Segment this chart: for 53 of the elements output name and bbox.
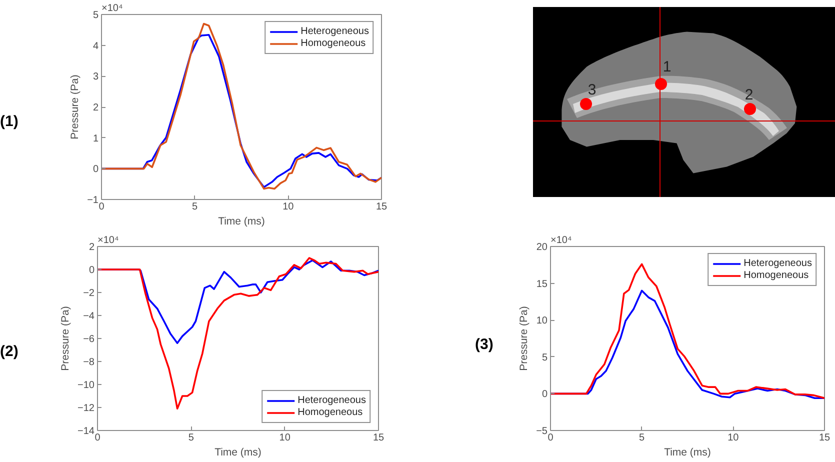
legend-label: Heterogeneous <box>744 258 812 269</box>
x-tick-label: 15 <box>372 432 384 444</box>
y-tick-label: 15 <box>536 278 548 290</box>
y-tick-label: −4 <box>83 311 95 322</box>
line-series <box>98 257 378 410</box>
y-tick-label: −1 <box>87 195 99 206</box>
legend-label: Homogeneous <box>298 407 363 418</box>
text: ×10⁴ <box>102 3 123 14</box>
y-tick-label: 20 <box>536 242 548 253</box>
x-tick-label: 5 <box>188 432 194 444</box>
text: 2 <box>744 86 754 104</box>
y-tick-label: −10 <box>78 380 95 391</box>
y-tick-label: −8 <box>83 357 95 368</box>
legend-label: Heterogeneous <box>300 26 369 37</box>
x-axis-title: Time (ms) <box>214 446 262 458</box>
y-tick-label: 0 <box>542 389 548 400</box>
y-axis-title: Pressure (Pa) <box>518 306 530 371</box>
y-tick-label: 0 <box>88 265 95 276</box>
y-tick-label: −14 <box>78 426 95 437</box>
x-tick-label: 10 <box>728 432 740 444</box>
text: (1) <box>0 112 18 131</box>
x-tick-label: 10 <box>282 202 294 212</box>
x-tick-label: 15 <box>818 432 830 444</box>
y-tick-label: 2 <box>92 102 99 114</box>
text: 3 <box>588 82 596 98</box>
y-tick-label: 10 <box>536 316 548 327</box>
text: (2) <box>0 342 18 361</box>
text: ×10⁴ <box>550 235 572 246</box>
legend-label: Heterogeneous <box>298 395 366 406</box>
y-tick-label: −5 <box>536 426 548 437</box>
y-tick-label: −6 <box>83 334 95 345</box>
x-tick-label: 5 <box>192 202 198 212</box>
y-tick-label: 5 <box>92 10 99 21</box>
y-axis-title: Pressure (Pa) <box>69 74 82 140</box>
legend-label: Homogeneous <box>300 38 366 49</box>
x-axis-title: Time (ms) <box>664 446 711 458</box>
y-tick-label: −2 <box>83 288 95 299</box>
text: ×10⁴ <box>98 235 119 246</box>
x-axis-title: Time (ms) <box>218 216 265 228</box>
text: (3) <box>474 335 494 354</box>
y-tick-label: 3 <box>92 72 99 83</box>
legend-label: Homogeneous <box>744 270 809 281</box>
text: 1 <box>662 58 672 76</box>
y-tick-label: 1 <box>92 133 99 144</box>
y-tick-label: 5 <box>542 352 548 364</box>
y-tick-label: 2 <box>88 242 95 253</box>
y-tick-label: 4 <box>92 40 99 52</box>
y-tick-label: −12 <box>78 403 95 414</box>
x-tick-label: 5 <box>639 432 646 444</box>
y-axis-title: Pressure (Pa) <box>60 306 72 371</box>
x-tick-label: 15 <box>376 202 388 212</box>
x-tick-label: 10 <box>279 432 291 444</box>
y-tick-label: 0 <box>92 164 99 176</box>
